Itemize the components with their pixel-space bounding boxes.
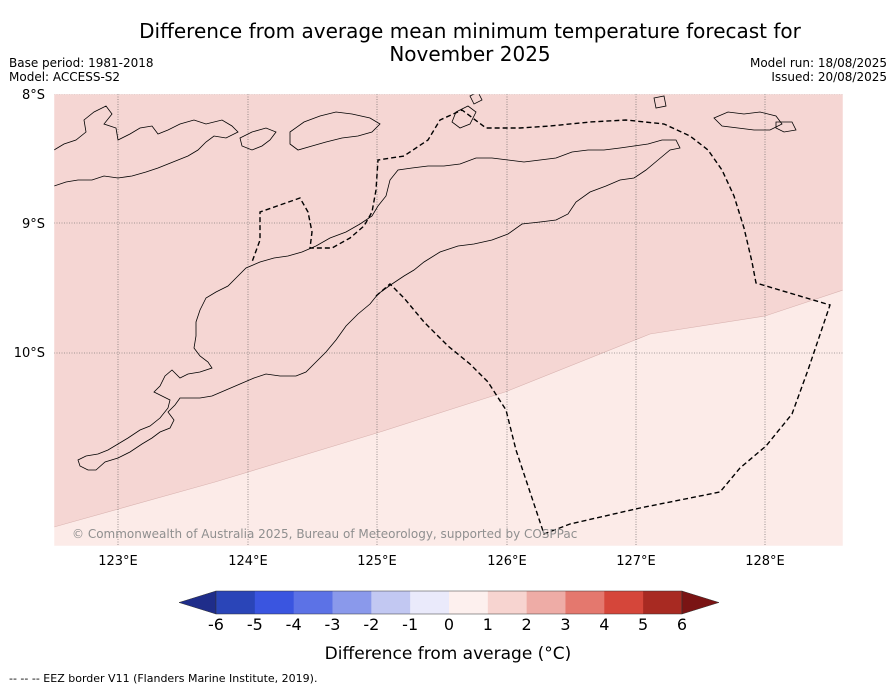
lon-labels: 123°E 124°E 125°E 126°E 127°E 128°E: [98, 554, 785, 569]
colorbar-frame: [215, 590, 683, 615]
colorbar-bin: [565, 591, 605, 614]
colorbar-bin: [371, 591, 411, 614]
colorbar-label: Difference from average (°C): [325, 644, 572, 664]
lon-label-128e: 128°E: [745, 554, 785, 569]
colorbar-extend-low: [178, 590, 217, 615]
colorbar-tick-label: -3: [325, 615, 341, 634]
island-small-3: [469, 94, 483, 105]
map-frame: [53, 93, 844, 547]
colorbar-extend-high: [681, 590, 720, 615]
colorbar-tick-label: 0: [444, 615, 454, 634]
colorbar-tick-label: 1: [483, 615, 493, 634]
colorbar-bin: [254, 591, 295, 614]
island-wetar: [713, 111, 783, 131]
colorbar-bin: [332, 591, 372, 614]
colorbar-tick-label: 4: [599, 615, 609, 634]
colorbar-tick-label: 5: [638, 615, 648, 634]
colorbar-tick-label: -5: [247, 615, 263, 634]
colorbar-bin: [526, 591, 566, 614]
title-line-1: Difference from average mean minimum tem…: [139, 19, 801, 43]
colorbar-bin: [448, 591, 489, 614]
colorbar-tick-label: -2: [363, 615, 379, 634]
flores-coastline: [54, 105, 239, 187]
island-atauro: [451, 105, 477, 129]
lat-label-9s: 9°S: [22, 217, 45, 232]
lat-labels: 8°S 9°S 10°S: [14, 88, 45, 361]
timor-coastline: [77, 139, 681, 471]
lat-label-8s: 8°S: [22, 88, 45, 103]
meta-left: Base period: 1981-2018 Model: ACCESS-S2: [9, 56, 154, 84]
colorbar-bin: [216, 591, 256, 614]
colorbar-bin: [293, 591, 333, 614]
lon-label-126e: 126°E: [487, 554, 527, 569]
meta-right: Model run: 18/08/2025 Issued: 20/08/2025: [750, 56, 887, 84]
colorbar-tick-label: 3: [560, 615, 570, 634]
colorbar-tick-label: -6: [208, 615, 224, 634]
colorbar-bin: [487, 591, 528, 614]
island-pantar: [239, 127, 277, 151]
footnote: -- -- -- EEZ border V11 (Flanders Marine…: [9, 672, 318, 685]
lon-label-124e: 124°E: [228, 554, 268, 569]
title-line-2: November 2025: [389, 42, 551, 66]
chart-title: Difference from average mean minimum tem…: [110, 20, 830, 66]
contour-line: [54, 289, 843, 528]
island-small-2: [653, 95, 667, 109]
lon-label-125e: 125°E: [357, 554, 397, 569]
lon-label-123e: 123°E: [98, 554, 138, 569]
colorbar-tick-label: 6: [677, 615, 687, 634]
eez-border: [251, 109, 831, 535]
colorbar-bin: [643, 591, 683, 614]
colorbar-bin: [410, 591, 450, 614]
colorbar-bin: [604, 591, 644, 614]
colorbar-ticks: -6 -5 -4 -3 -2 -1 0 1 2 3 4 5 6: [208, 615, 687, 634]
copyright-text: © Commonwealth of Australia 2025, Bureau…: [72, 527, 577, 541]
base-period: Base period: 1981-2018: [9, 56, 154, 70]
lat-label-10s: 10°S: [14, 346, 45, 361]
lon-label-127e: 127°E: [616, 554, 656, 569]
colorbar-tick-label: -4: [286, 615, 302, 634]
island-alor: [289, 111, 381, 151]
model-name: Model: ACCESS-S2: [9, 70, 121, 84]
model-run: Model run: 18/08/2025: [749, 56, 887, 70]
colorbar: [178, 590, 720, 615]
colorbar-tick-label: 2: [522, 615, 532, 634]
map-area: © Commonwealth of Australia 2025, Bureau…: [54, 94, 843, 546]
island-small-1: [775, 121, 797, 133]
anomaly-region-0-to-1: [54, 290, 843, 546]
issued-date: Issued: 20/08/2025: [771, 70, 887, 84]
colorbar-tick-label: -1: [402, 615, 418, 634]
